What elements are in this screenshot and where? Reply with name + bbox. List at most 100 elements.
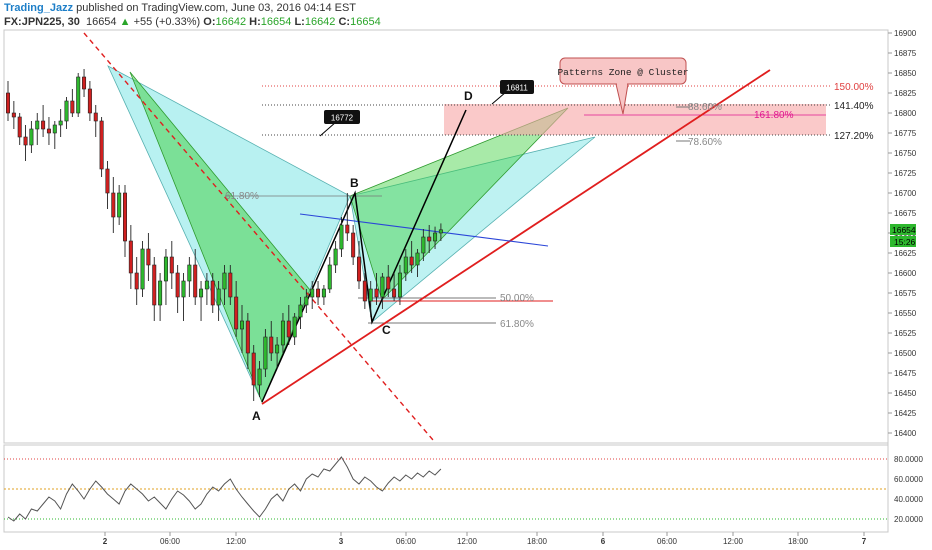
candle-body (35, 120, 40, 130)
rsi-tick-label: 40.0000 (894, 495, 923, 504)
candle-body (23, 136, 28, 146)
candle-body (362, 280, 367, 302)
candle-body (193, 264, 198, 298)
candle-body (204, 280, 209, 290)
fib-150-label: 150.00% (834, 82, 874, 93)
time-tick-label: 12:00 (226, 537, 247, 546)
candle-body (140, 248, 145, 290)
pattern-zone (444, 104, 826, 135)
point-c-label: C (382, 323, 391, 337)
candle-body (327, 264, 332, 290)
symbol-label: FX:JPN225, 30 (4, 16, 80, 28)
candle-body (298, 304, 303, 318)
price-tick-label: 16500 (894, 349, 917, 358)
time-tick-label: 2 (103, 537, 108, 546)
price-tick-label: 16475 (894, 369, 917, 378)
candle-body (181, 280, 186, 298)
candle-body (403, 256, 408, 274)
candle-body (163, 256, 168, 282)
candle-body (316, 288, 321, 298)
time-tick-label: 12:00 (457, 537, 478, 546)
candle-body (152, 264, 157, 306)
candle-body (11, 112, 16, 118)
candlestick-series (6, 69, 443, 401)
low-label: L: (294, 16, 305, 28)
candle-body (216, 288, 221, 306)
price-tick-label: 16575 (894, 289, 917, 298)
low-value: 16642 (304, 16, 336, 28)
last-price: 16654 (85, 16, 117, 28)
candle-body (280, 320, 285, 346)
candle-body (111, 192, 116, 218)
candle-body (310, 288, 315, 298)
candle-body (438, 229, 443, 234)
candle-body (210, 280, 215, 306)
tag-16811-text: 16811 (506, 84, 528, 93)
time-tick-label: 6 (601, 537, 606, 546)
candle-body (339, 224, 344, 250)
candle-body (286, 320, 291, 338)
candle-body (269, 336, 274, 354)
fib-1618-label: 161.80% (754, 110, 794, 121)
price-tick-label: 16750 (894, 149, 917, 158)
rsi-tick-label: 20.0000 (894, 515, 923, 524)
harmonic-bcd-cyan (349, 136, 596, 323)
candle-body (64, 100, 69, 122)
chart-header-ohlc: FX:JPN225, 30 16654 ▲ +55 (+0.33%) O:166… (4, 16, 381, 28)
tag-16772-box (324, 110, 360, 124)
candle-body (52, 124, 57, 134)
candle-body (169, 256, 174, 274)
candle-body (70, 100, 75, 114)
price-tick-label: 16875 (894, 49, 917, 58)
candle-body (93, 112, 98, 122)
countdown-text: 15:26 (894, 237, 916, 247)
candle-body (46, 128, 51, 134)
countdown-badge (890, 236, 916, 247)
candle-body (99, 120, 104, 170)
candle-body (117, 192, 122, 218)
price-tick-label: 16775 (894, 129, 917, 138)
candle-body (345, 224, 350, 234)
point-b-label: B (350, 176, 359, 190)
candle-body (321, 288, 326, 298)
fib-1272-label: 127.20% (834, 131, 874, 142)
harmonic-xab-green (129, 71, 311, 404)
close-value: 16654 (350, 16, 381, 28)
price-tick-label: 16625 (894, 249, 917, 258)
candle-body (123, 192, 128, 242)
candle-body (222, 272, 227, 290)
support-trendline (261, 69, 771, 405)
price-tick-label: 16525 (894, 329, 917, 338)
price-tick-label: 16675 (894, 209, 917, 218)
candle-body (368, 288, 373, 302)
candle-body (415, 252, 420, 266)
price-tick-label: 16425 (894, 409, 917, 418)
candle-body (356, 256, 361, 282)
time-tick-label: 18:00 (788, 537, 809, 546)
current-price-badge (890, 224, 916, 235)
candle-body (134, 272, 139, 290)
candle-body (228, 272, 233, 298)
rsi-tick-label: 60.0000 (894, 475, 923, 484)
candle-body (421, 236, 426, 254)
callout-text: Patterns Zone @ Cluster (557, 67, 688, 78)
tag-16772-pointer (319, 121, 337, 137)
candle-body (240, 320, 245, 330)
candle-body (351, 232, 356, 258)
candle-body (304, 296, 309, 306)
time-tick-label: 06:00 (657, 537, 678, 546)
candle-body (427, 236, 432, 242)
time-tick-label: 3 (339, 537, 344, 546)
time-axis: 2 06:00 12:00 3 06:00 12:00 18:00 6 06:00 12:00 18… (103, 532, 867, 546)
close-label: C: (338, 16, 351, 28)
candle-body (333, 248, 338, 266)
chart-header-publisher: Trading_Jazz published on TradingView.co… (4, 2, 356, 14)
candle-body (386, 276, 391, 290)
candle-body (234, 296, 239, 330)
candle-body (146, 248, 151, 266)
price-tick-label: 16450 (894, 389, 917, 398)
current-price-text: 16654 (892, 225, 916, 235)
author-link[interactable]: Trading_Jazz (4, 2, 74, 14)
fib-786-label: 78.60% (688, 137, 722, 148)
